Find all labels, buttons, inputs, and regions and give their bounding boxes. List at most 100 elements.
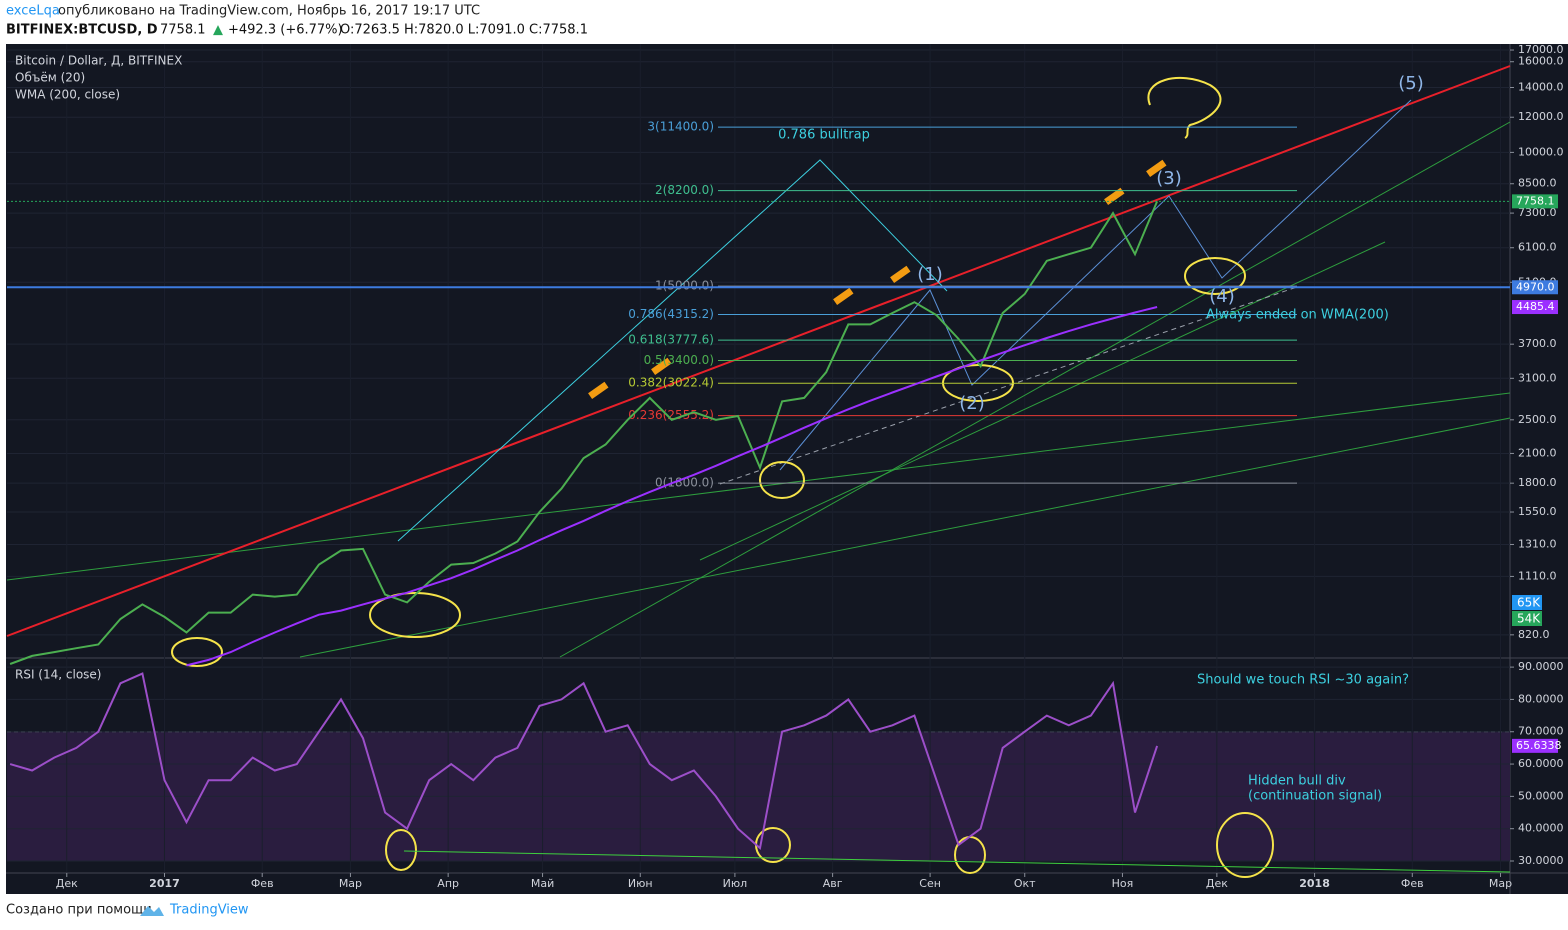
x-tick-label: 2018 [1299, 877, 1330, 890]
axis-badge [1512, 300, 1558, 315]
x-tick-label: Апр [437, 877, 459, 890]
wave-label: (1) [917, 264, 943, 285]
y-tick-label: 16000.0 [1518, 55, 1564, 68]
x-tick-label: Май [531, 877, 554, 890]
bulltrap-path [397, 159, 948, 542]
fib-label: 0.5(3400.0) [644, 353, 714, 367]
fib-label: 0.236(2555.2) [628, 408, 714, 422]
footer-text: Создано при помощи [6, 903, 152, 918]
circle [385, 829, 417, 871]
footer-brand[interactable]: TradingView [169, 903, 249, 918]
wave-label: (4) [1209, 286, 1235, 307]
trend-line [559, 121, 1511, 658]
rsi-note: Should we touch RSI ~30 again? [1197, 673, 1409, 688]
divergence-line [403, 850, 1511, 873]
x-tick-label: Дек [1206, 877, 1228, 890]
legend-volume: Объём (20) [15, 71, 85, 85]
fib-label: 2(8200.0) [655, 183, 714, 197]
x-tick-label: Июл [723, 877, 748, 890]
fib-label: 0.382(3022.4) [628, 376, 714, 390]
y-tick-label: 1310.0 [1518, 537, 1557, 550]
rsi-title: RSI (14, close) [15, 668, 101, 682]
pencil [833, 287, 854, 306]
volume-badge-label: 65K [1517, 596, 1541, 610]
axis-badge [1512, 194, 1558, 209]
header-bg [0, 0, 1568, 44]
x-tick-label: Фев [251, 877, 274, 890]
y-tick-label: 820.0 [1518, 628, 1550, 641]
y-tick-label: 8500.0 [1518, 177, 1557, 190]
resistance-line [6, 65, 1511, 637]
y-tick-label: 17000.0 [1518, 43, 1564, 56]
fib-label: 3(11400.0) [647, 120, 714, 134]
x-tick-label: Окт [1014, 877, 1036, 890]
div-note: (continuation signal) [1248, 789, 1382, 804]
author[interactable]: exceLqa [6, 4, 60, 19]
last-price: 7758.1 [160, 23, 206, 38]
y-tick-label: 2500.0 [1518, 413, 1557, 426]
fib-label: 0(1800.0) [655, 476, 714, 490]
series-line [186, 306, 1158, 667]
axis-badge [1512, 738, 1558, 753]
series-line [9, 672, 1159, 851]
change-arrow: ▲ [213, 23, 223, 38]
volume-badge [1512, 611, 1542, 626]
wave-label: (3) [1156, 168, 1182, 189]
circle [759, 461, 805, 499]
axis-badge-label: 65.6338 [1516, 739, 1562, 752]
x-tick-label: Ноя [1112, 877, 1134, 890]
x-tick-label: 2017 [149, 877, 180, 890]
div-note: Hidden bull div [1248, 774, 1346, 789]
x-tick-label: Фев [1401, 877, 1424, 890]
pencil-icons [588, 159, 1167, 400]
axis-badge-label: 4485.4 [1516, 300, 1555, 313]
wma-note: Always ended on WMA(200) [1206, 308, 1389, 323]
y-tick-label: 70.0000 [1518, 725, 1564, 738]
tv-logo [140, 906, 164, 916]
axis-badge [1512, 280, 1558, 295]
drawings [6, 65, 1511, 878]
y-tick-label: 80.0000 [1518, 692, 1564, 705]
circle [1216, 812, 1274, 878]
circle [1184, 257, 1246, 295]
x-tick-label: Сен [919, 877, 941, 890]
y-tick-label: 3100.0 [1518, 371, 1557, 384]
y-tick-label: 10000.0 [1518, 145, 1564, 158]
symbol: BITFINEX:BTCUSD, D [6, 23, 158, 38]
y-tick-label: 7300.0 [1518, 206, 1557, 219]
pencil [651, 357, 672, 376]
y-tick-label: 1550.0 [1518, 505, 1557, 518]
published: опубликовано на TradingView.com, Ноябрь … [58, 4, 480, 19]
legend-main: Bitcoin / Dollar, Д, BITFINEX [15, 54, 182, 68]
y-tick-label: 1110.0 [1518, 569, 1557, 582]
y-tick-label: 50.0000 [1518, 789, 1564, 802]
pencil [588, 381, 609, 400]
price-line [9, 201, 1159, 665]
wave-path [779, 99, 1412, 471]
pencil [890, 265, 911, 284]
axis-badge-label: 4970.0 [1516, 280, 1555, 293]
change: +492.3 (+6.77%) [228, 23, 343, 38]
y-tick-label: 12000.0 [1518, 110, 1564, 123]
x-tick-label: Дек [56, 877, 78, 890]
y-tick-label: 30.0000 [1518, 854, 1564, 867]
y-tick-label: 14000.0 [1518, 80, 1564, 93]
circle [171, 637, 223, 667]
pencil [1104, 187, 1125, 206]
x-tick-label: Июн [628, 877, 653, 890]
x-tick-label: Авг [823, 877, 843, 890]
volume-badge-label: 54K [1517, 612, 1541, 626]
volume-badge [1512, 595, 1542, 610]
y-tick-label: 6100.0 [1518, 241, 1557, 254]
bulltrap-note: 0.786 bulltrap [778, 128, 870, 143]
ohlc: O:7263.5 H:7820.0 L:7091.0 C:7758.1 [340, 23, 588, 38]
trend-line [719, 286, 1298, 485]
trend-line [299, 417, 1511, 658]
y-tick-label: 90.0000 [1518, 660, 1564, 673]
trend-line [699, 241, 1386, 561]
fib-label: 0.618(3777.6) [628, 333, 714, 347]
circle [369, 592, 461, 638]
fib-label: 1(5000.0) [655, 279, 714, 293]
fib-label: 0.786(4315.2) [628, 307, 714, 321]
